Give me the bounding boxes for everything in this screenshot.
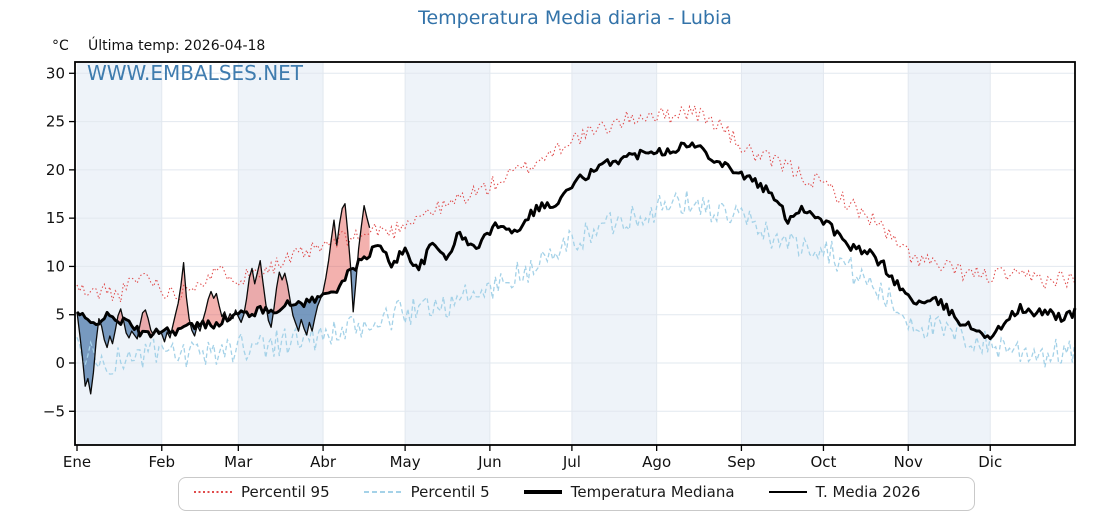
- legend-item-percentil-5: Percentil 5: [363, 483, 490, 501]
- svg-text:0: 0: [55, 354, 65, 372]
- chart-legend: Percentil 95 Percentil 5 Temperatura Med…: [178, 477, 975, 511]
- svg-text:Feb: Feb: [148, 453, 175, 471]
- legend-label: T. Media 2026: [815, 483, 921, 501]
- legend-item-t-media-2026: T. Media 2026: [768, 483, 921, 501]
- svg-text:25: 25: [46, 113, 65, 131]
- svg-text:20: 20: [46, 161, 65, 179]
- series-percentil-5: [76, 190, 1076, 375]
- svg-text:Nov: Nov: [894, 453, 923, 471]
- svg-text:Jun: Jun: [477, 453, 501, 471]
- chart-canvas: 30 25 20 15 10 5 0 −5 Ene Feb Mar Abr May Jun Jul Ago Se…: [43, 61, 1077, 471]
- svg-text:Ago: Ago: [642, 453, 671, 471]
- gridlines: [75, 62, 1075, 445]
- svg-text:Ene: Ene: [63, 453, 91, 471]
- series-temperatura-mediana: [75, 141, 1077, 341]
- svg-text:Jul: Jul: [562, 453, 581, 471]
- svg-text:Dic: Dic: [978, 453, 1002, 471]
- svg-text:Mar: Mar: [224, 453, 253, 471]
- watermark: WWW.EMBALSES.NET: [87, 61, 304, 85]
- t-media-2026-line-sample: [768, 491, 807, 493]
- chart-title: Temperatura Media diaria - Lubia: [418, 7, 732, 29]
- svg-text:Sep: Sep: [727, 453, 755, 471]
- temperature-chart-page: { "title": "Temperatura Media diaria - L…: [42, 7, 1077, 511]
- percentil-5-line-sample: [363, 491, 402, 493]
- legend-label: Temperatura Mediana: [570, 483, 735, 501]
- svg-text:10: 10: [46, 257, 65, 275]
- series-percentil-95: [76, 103, 1076, 303]
- legend-item-temperatura-mediana: Temperatura Mediana: [523, 483, 735, 501]
- percentil-95-line-sample: [194, 491, 232, 493]
- last-temp-annotation: Última temp: 2026-04-18: [88, 38, 266, 54]
- svg-text:30: 30: [46, 64, 65, 82]
- series-t-media-2026: [76, 203, 371, 395]
- legend-label: Percentil 5: [410, 483, 490, 501]
- legend-label: Percentil 95: [241, 483, 330, 501]
- svg-text:Abr: Abr: [310, 453, 337, 471]
- axis-ticks: [69, 72, 991, 451]
- temperatura-mediana-line-sample: [523, 490, 562, 494]
- month-bands: [77, 62, 991, 445]
- axis-tick-labels: 30 25 20 15 10 5 0 −5 Ene Feb Mar Abr May Jun Jul Ago Se…: [43, 64, 1002, 471]
- svg-text:−5: −5: [43, 402, 65, 420]
- svg-text:15: 15: [46, 209, 65, 227]
- plot-border: [74, 61, 1076, 446]
- legend-item-percentil-95: Percentil 95: [194, 483, 330, 501]
- y-axis-unit-label: °C: [52, 38, 69, 54]
- svg-text:May: May: [390, 453, 421, 471]
- svg-text:Oct: Oct: [810, 453, 836, 471]
- svg-text:5: 5: [55, 306, 65, 324]
